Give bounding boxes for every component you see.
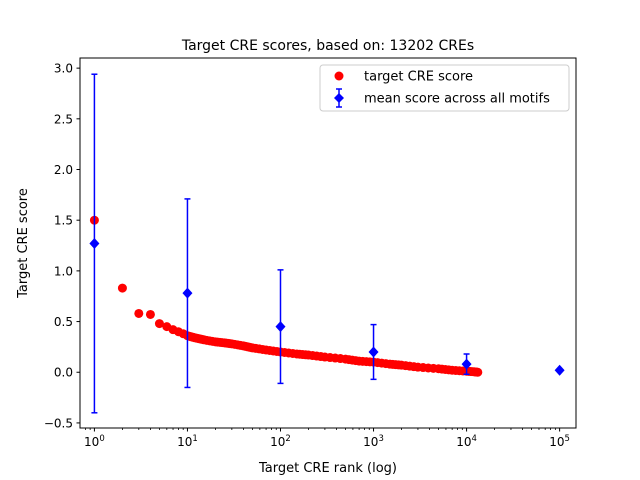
y-tick-label: 1.5 [54,214,73,228]
legend: target CRE score mean score across all m… [319,64,570,112]
target-score-point [117,283,127,293]
target-score-point [247,343,257,353]
plot-marks [89,73,565,414]
legend-mean-marker [334,93,344,103]
y-tick-label: 0.0 [54,366,73,380]
plot-frame [79,57,577,429]
mean-score-point [461,358,472,370]
target-score-point [134,308,144,318]
mean-score-point [275,321,286,333]
y-tick-label: −0.5 [44,416,73,430]
y-tick-label: 2.5 [54,112,73,126]
y-tick-label: 2.0 [54,163,73,177]
mean-score-point [368,346,379,358]
target-score-point [292,349,302,359]
legend-mean-label: mean score across all motifs [364,92,550,107]
y-tick-label: 0.5 [54,315,73,329]
legend-box [319,64,570,112]
target-score-point [261,345,271,355]
target-score-point [210,337,220,347]
target-score-point [413,362,423,372]
y-axis: −0.5 0.0 0.5 1.0 1.5 2.0 2.5 3.0 [44,62,80,430]
legend-target-label: target CRE score [364,70,473,85]
target-score-point [154,319,164,329]
y-tick-label: 3.0 [54,62,73,76]
target-score-point [385,359,395,369]
x-tick-label: 103 [363,434,384,449]
y-tick-label: 1.0 [54,264,73,278]
x-tick-label: 105 [549,434,570,449]
x-tick-label: 100 [84,434,105,449]
mean-score-point [89,238,100,250]
target-score-point [397,360,407,370]
x-axis-label: Target CRE rank (log) [258,461,397,476]
x-tick-label: 104 [456,434,477,449]
x-axis: 100 101 102 103 104 105 [84,428,570,449]
target-score-point [354,356,364,366]
target-score-point [219,338,229,348]
x-tick-label: 102 [270,434,291,449]
mean-score-point [182,287,193,299]
target-score-point [434,364,444,374]
target-score-point [227,339,237,349]
target-score-point [190,333,200,343]
target-score-point [447,365,457,375]
target-score-point [304,350,314,360]
target-score-point [238,341,248,351]
target-score-point [199,335,209,345]
y-axis-label: Target CRE score [16,188,31,299]
legend-target-marker [334,71,344,81]
mean-score-point [554,364,565,376]
target-score-point [145,309,155,319]
target-score-point [341,354,351,364]
x-tick-label: 101 [177,434,198,449]
chart-title: Target CRE scores, based on: 13202 CREs [181,38,474,54]
target-score-point [320,352,330,362]
target-score-point [473,367,483,377]
